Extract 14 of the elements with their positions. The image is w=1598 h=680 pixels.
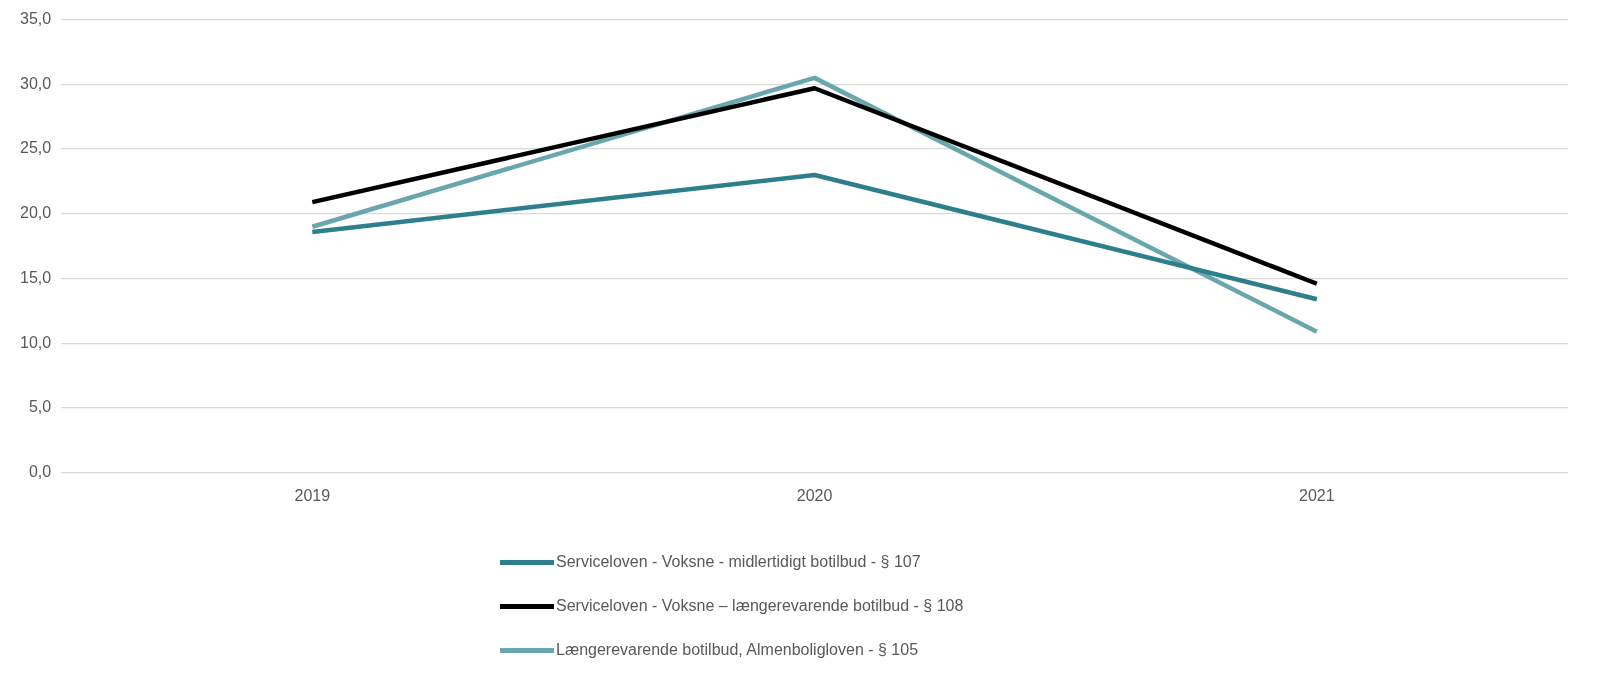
legend-label: Serviceloven - Voksne - midlertidigt botilbud - § 107 xyxy=(556,553,921,571)
y-tick-label: 35,0 xyxy=(20,10,52,28)
y-tick-label: 10,0 xyxy=(20,333,52,351)
x-tick-label: 2020 xyxy=(796,486,833,504)
y-tick-label: 20,0 xyxy=(20,204,52,222)
legend-label: Serviceloven - Voksne – længerevarende botilbud - § 108 xyxy=(556,597,964,615)
y-tick-label: 15,0 xyxy=(20,268,52,286)
x-tick-label: 2019 xyxy=(294,486,331,504)
y-tick-label: 30,0 xyxy=(20,74,52,92)
legend-label: Længerevarende botilbud, Almenboligloven - § 105 xyxy=(556,641,919,659)
y-tick-label: 0,0 xyxy=(28,463,52,481)
y-tick-label: 5,0 xyxy=(28,398,52,416)
y-tick-label: 25,0 xyxy=(20,139,52,157)
x-tick-label: 2021 xyxy=(1299,486,1335,504)
